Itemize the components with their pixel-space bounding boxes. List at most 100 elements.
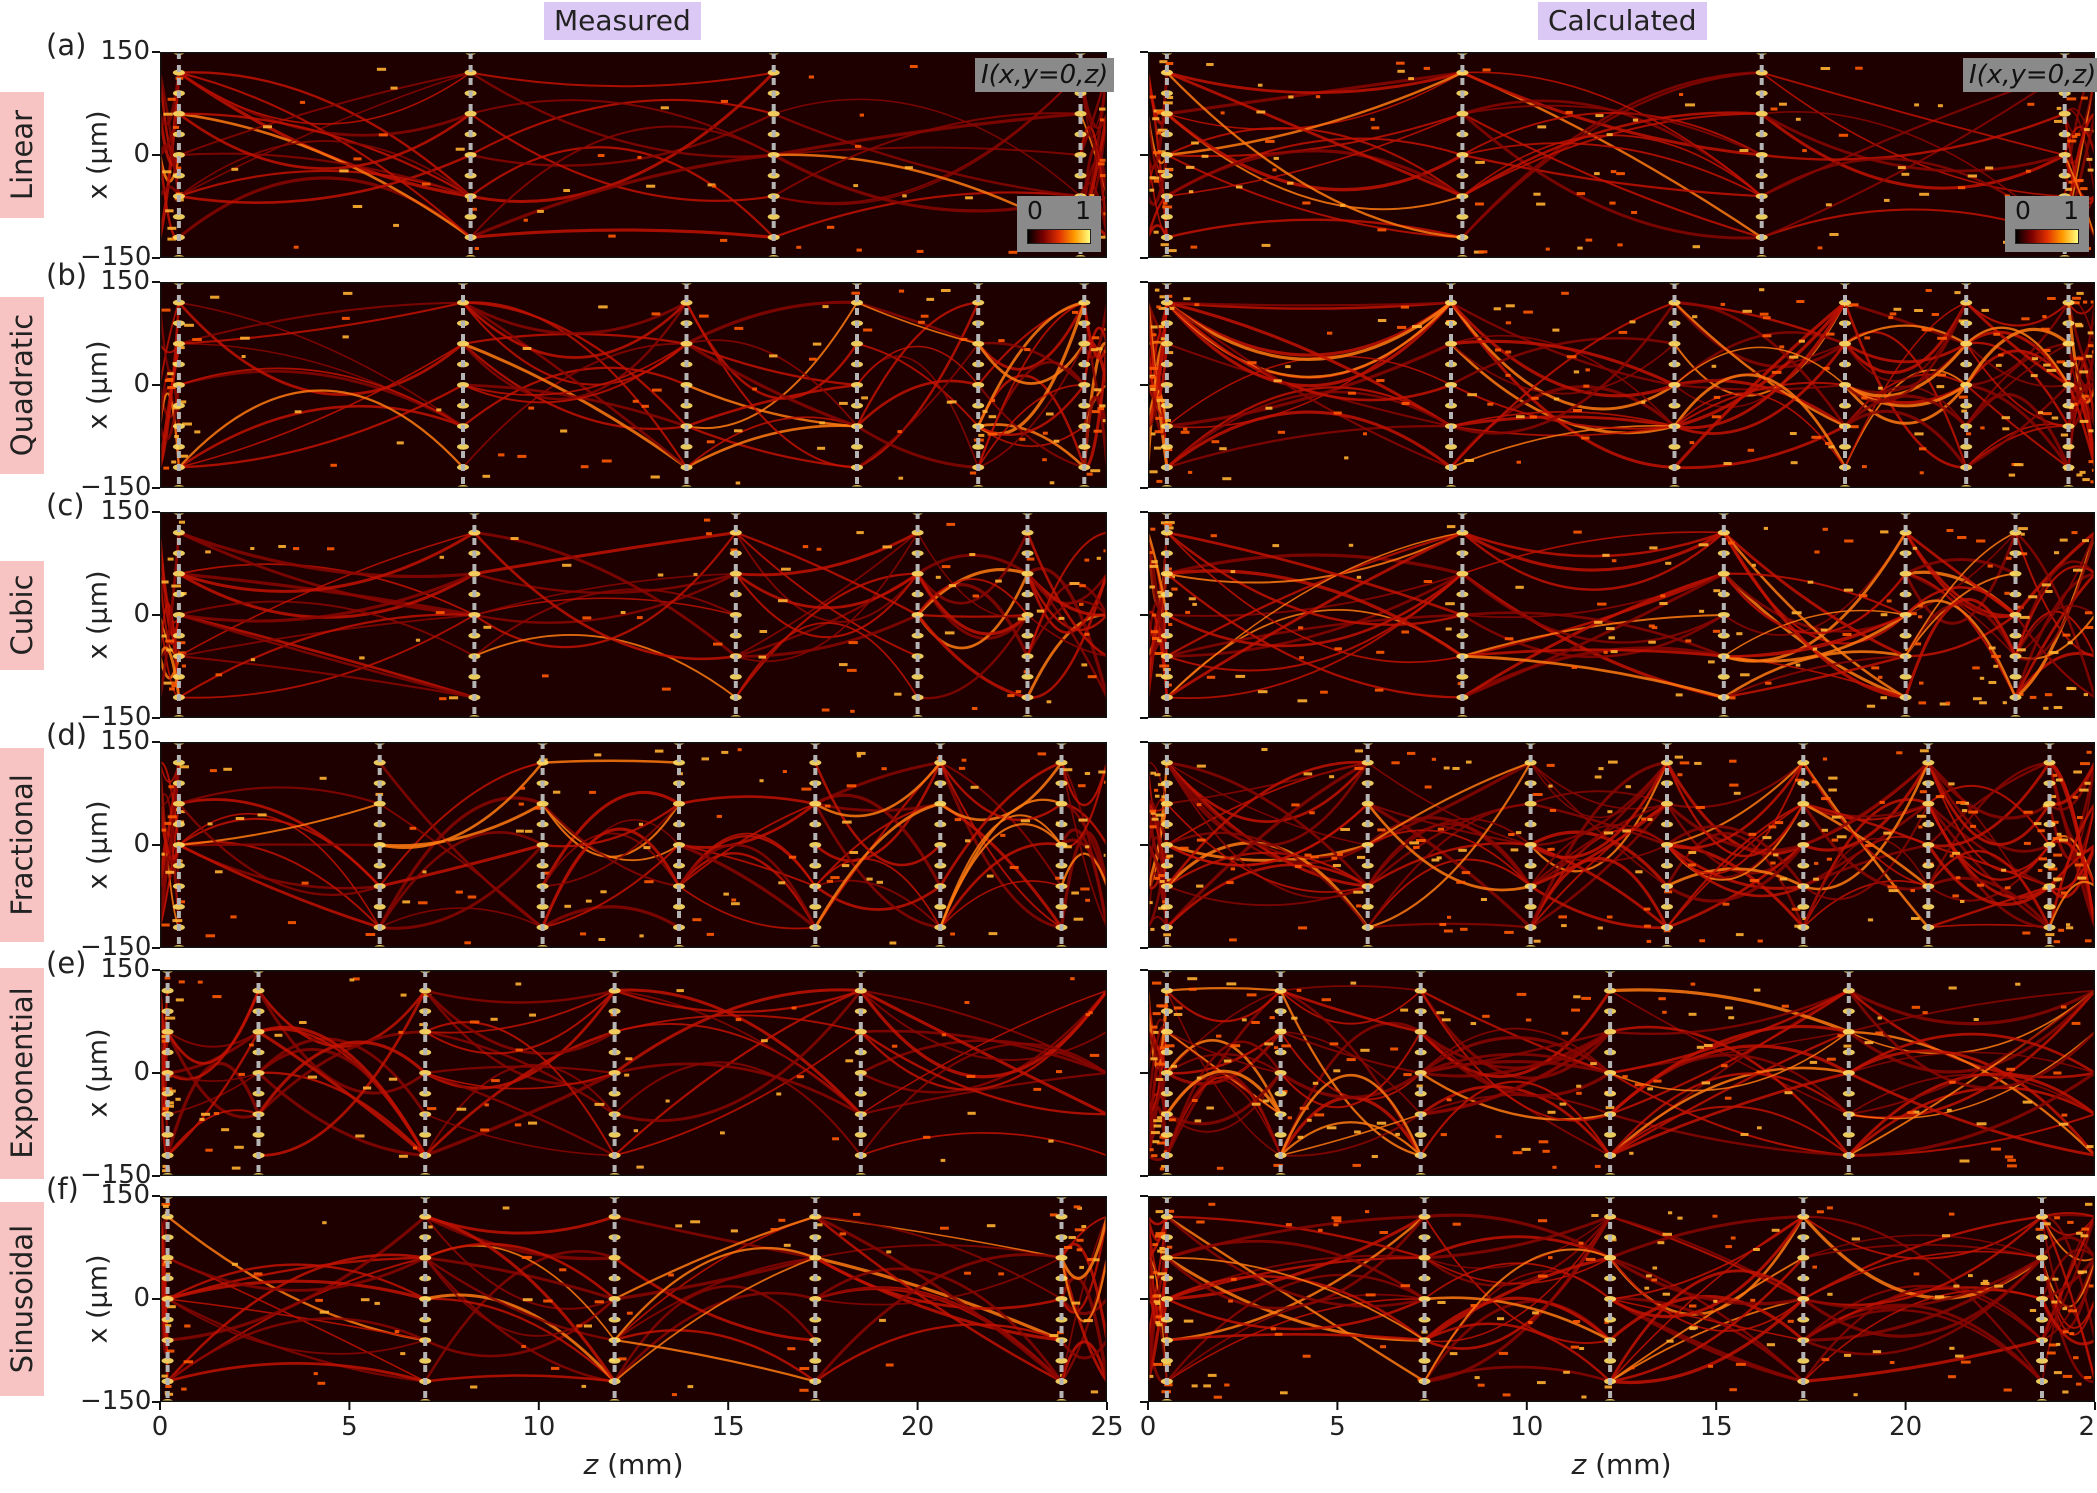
focus-spot <box>767 152 780 158</box>
focus-spot <box>1055 1357 1068 1364</box>
focus-spot <box>1797 1254 1810 1261</box>
focus-spot <box>1661 842 1673 848</box>
focus-spot <box>911 612 924 618</box>
panel-letter: (d) <box>46 718 88 752</box>
focus-spot <box>1021 673 1034 680</box>
focus-spot <box>809 842 822 848</box>
x-axis-label: z (mm) <box>583 1448 683 1481</box>
focus-spot <box>1021 570 1034 577</box>
focus-spot <box>851 299 863 306</box>
focus-spot <box>252 987 265 994</box>
focus-spot <box>1899 612 1912 618</box>
focus-spot <box>1445 443 1457 450</box>
column-title-measured: Measured <box>544 2 701 40</box>
y-tick-label: 0 <box>133 139 150 169</box>
focus-spot <box>608 1070 621 1076</box>
focus-spot <box>172 382 185 388</box>
panel-letter: (e) <box>46 946 87 980</box>
y-tick-label: −150 <box>80 1386 152 1416</box>
focus-spot <box>1445 299 1457 306</box>
focus-spot <box>536 800 549 807</box>
focus-spot <box>464 213 477 220</box>
focus-spot <box>419 1213 432 1220</box>
focus-spot <box>1160 443 1173 450</box>
focus-spot <box>161 1213 174 1220</box>
heatmap-measured-sinusoidal <box>160 1196 1107 1402</box>
focus-spot <box>1668 443 1681 450</box>
focus-spot <box>536 842 549 848</box>
y-tick-label: 0 <box>133 1057 150 1087</box>
focus-spot <box>1842 1070 1855 1076</box>
x-tick-label: 5 <box>341 1412 358 1442</box>
focus-spot <box>1160 340 1173 347</box>
focus-spot <box>172 842 185 848</box>
colorbar-max: 1 <box>2063 196 2079 225</box>
focus-spot <box>1160 529 1173 536</box>
focus-spot <box>729 529 742 536</box>
focus-spot <box>1361 800 1374 807</box>
focus-spot <box>172 443 185 450</box>
focus-spot <box>854 987 867 994</box>
focus-spot <box>172 800 185 807</box>
focus-spot <box>419 1296 432 1302</box>
focus-spot <box>972 299 985 306</box>
focus-spot <box>851 382 863 388</box>
focus-spot <box>1078 340 1091 347</box>
focus-spot <box>1160 1213 1173 1220</box>
focus-spot <box>1456 152 1469 158</box>
focus-spot <box>2058 152 2071 158</box>
focus-spot <box>161 1296 174 1302</box>
focus-spot <box>1274 1070 1287 1076</box>
focus-spot <box>1160 69 1173 76</box>
focus-spot <box>673 842 685 848</box>
focus-spot <box>1160 842 1173 848</box>
focus-spot <box>1160 152 1173 158</box>
focus-spot <box>1361 842 1374 848</box>
focus-spot <box>1274 1131 1287 1138</box>
focus-spot <box>2036 1296 2048 1302</box>
colorbar-gradient <box>2015 229 2079 244</box>
focus-spot <box>419 987 432 994</box>
focus-spot <box>809 1357 822 1364</box>
heatmap-measured-linear <box>160 52 1107 258</box>
focus-spot <box>673 800 685 807</box>
row-label-text: Linear <box>5 109 39 201</box>
focus-spot <box>172 673 185 680</box>
focus-spot <box>1604 1357 1617 1364</box>
x-axis-variable: z <box>1571 1448 1587 1481</box>
focus-spot <box>1021 529 1034 536</box>
x-tick-label: 10 <box>1510 1412 1544 1442</box>
focus-spot <box>1160 213 1173 220</box>
focus-spot <box>373 800 386 807</box>
focus-spot <box>1078 382 1091 388</box>
focus-spot <box>1456 570 1469 577</box>
focus-spot <box>373 903 386 910</box>
focus-spot <box>1418 1254 1431 1261</box>
focus-spot <box>1797 800 1810 807</box>
x-tick-label: 10 <box>522 1412 556 1442</box>
focus-spot <box>1456 673 1469 680</box>
panel-letter: (f) <box>46 1172 79 1206</box>
focus-spot <box>172 612 185 618</box>
focus-spot <box>1668 299 1681 306</box>
focus-spot <box>673 759 685 766</box>
focus-spot <box>2058 110 2071 117</box>
focus-spot <box>1604 987 1617 994</box>
panel-letter: (a) <box>46 28 87 62</box>
heatmap-measured-quadratic <box>160 282 1107 488</box>
focus-spot <box>1922 903 1935 910</box>
focus-spot <box>1078 299 1091 306</box>
focus-spot <box>1524 842 1537 848</box>
y-tick-label: 0 <box>133 599 150 629</box>
focus-spot <box>2009 529 2022 536</box>
focus-spot <box>1456 213 1469 220</box>
focus-spot <box>419 1028 432 1035</box>
focus-spot <box>419 1254 432 1261</box>
focus-spot <box>1839 340 1851 347</box>
row-label-text: Cubic <box>5 574 39 656</box>
y-tick-label: −150 <box>80 242 152 272</box>
focus-spot <box>1160 299 1173 306</box>
focus-spot <box>1160 1296 1173 1302</box>
focus-spot <box>809 1213 822 1220</box>
